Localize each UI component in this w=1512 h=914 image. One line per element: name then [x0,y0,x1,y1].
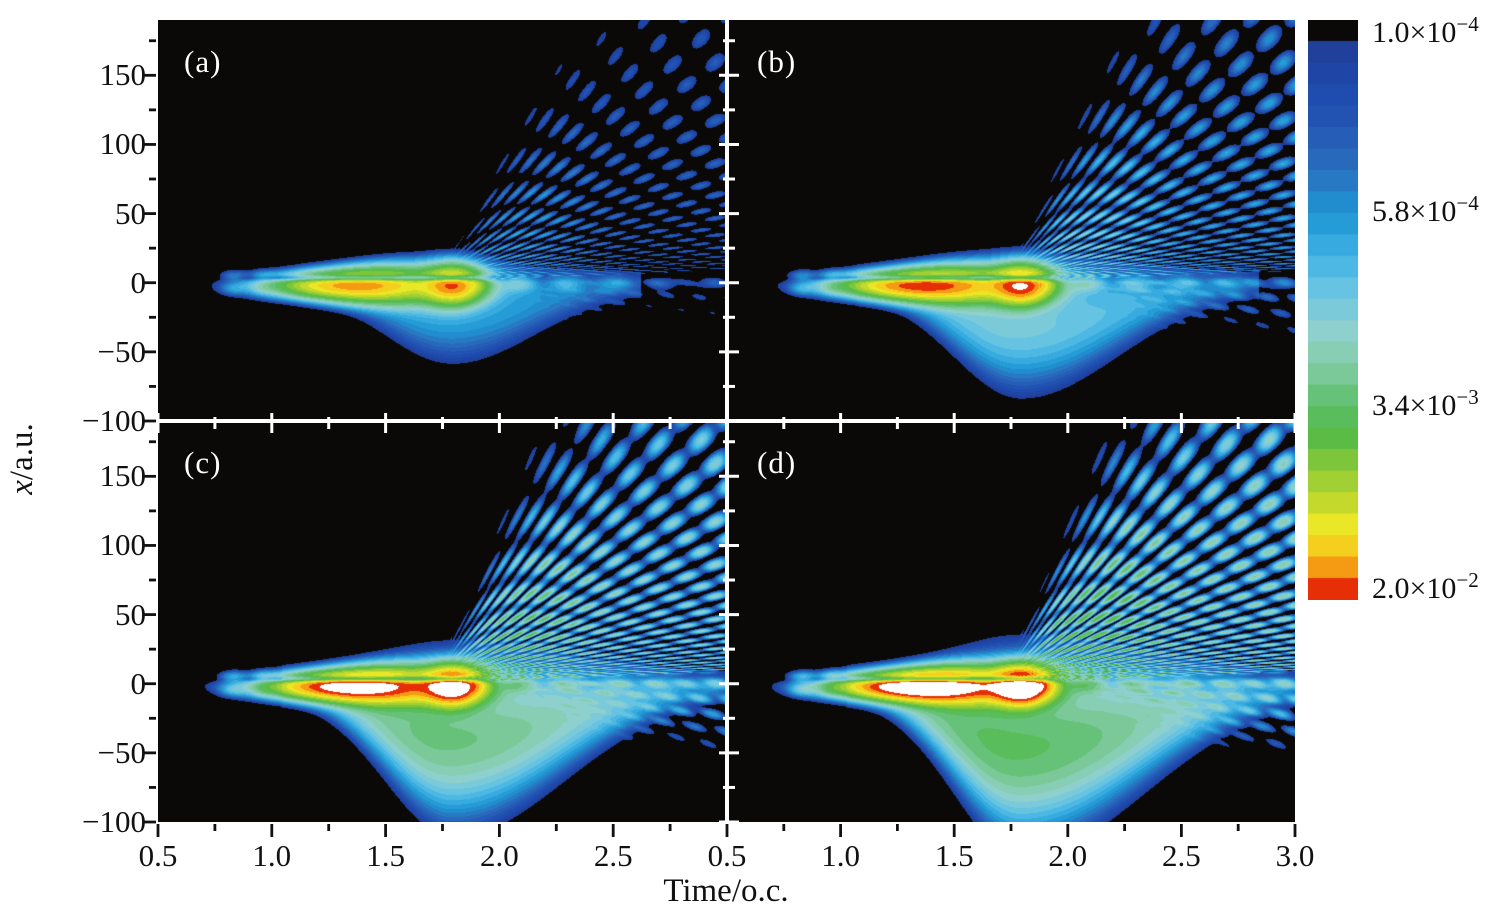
panel-d-heatmap [727,421,1295,822]
y-tick-label: −50 [97,734,146,770]
x-tick-label: 3.0 [1275,838,1315,873]
y-tick-label: 100 [99,126,147,162]
panel-divider-horizontal [158,419,1295,423]
y-axis-title-units: /a.u. [4,423,40,481]
y-tick-label: 150 [99,57,147,93]
x-tick-label: 1.5 [934,838,974,873]
panel-label-a: (a) [184,44,222,79]
x-axis-title: Time/o.c. [663,873,789,909]
x-tick-label: 1.0 [252,838,292,873]
y-tick-label: 0 [130,264,147,300]
y-tick-label: 50 [115,195,146,231]
y-tick-label: 50 [115,596,146,632]
panel-label-b: (b) [757,44,797,79]
y-axis-title: x/a.u. [3,359,41,559]
panel-c-heatmap [158,421,727,822]
panel-b-heatmap [727,20,1295,421]
x-tick-label: 2.0 [480,838,519,873]
panel-label-d: (d) [757,445,797,480]
colorbar-tick-label: 2.0×10−2 [1372,568,1479,606]
x-tick-label: 1.5 [366,838,405,873]
y-tick-label: −50 [97,333,146,369]
panel-a-heatmap [158,20,727,421]
y-axis-title-variable: x [4,480,40,495]
x-tick-label: 2.5 [593,838,633,873]
y-tick-label: 0 [130,665,147,701]
y-tick-label: −100 [82,804,146,839]
colorbar [1308,20,1358,600]
x-tick-label: 0.5 [138,838,178,873]
x-tick-label: 2.0 [1048,838,1088,873]
colorbar-tick-label: 3.4×10−3 [1372,385,1479,423]
y-tick-label: −100 [82,403,146,438]
colorbar-tick-label: 1.0×10−4 [1372,12,1479,50]
x-tick-label: 0.5 [707,838,747,873]
x-tick-label: 1.0 [821,838,860,873]
colorbar-tick-label: 5.8×10−4 [1372,191,1479,229]
x-tick-label: 2.5 [1162,838,1201,873]
y-tick-label: 150 [99,458,147,494]
y-tick-label: 100 [99,527,147,563]
panel-label-c: (c) [184,445,222,480]
